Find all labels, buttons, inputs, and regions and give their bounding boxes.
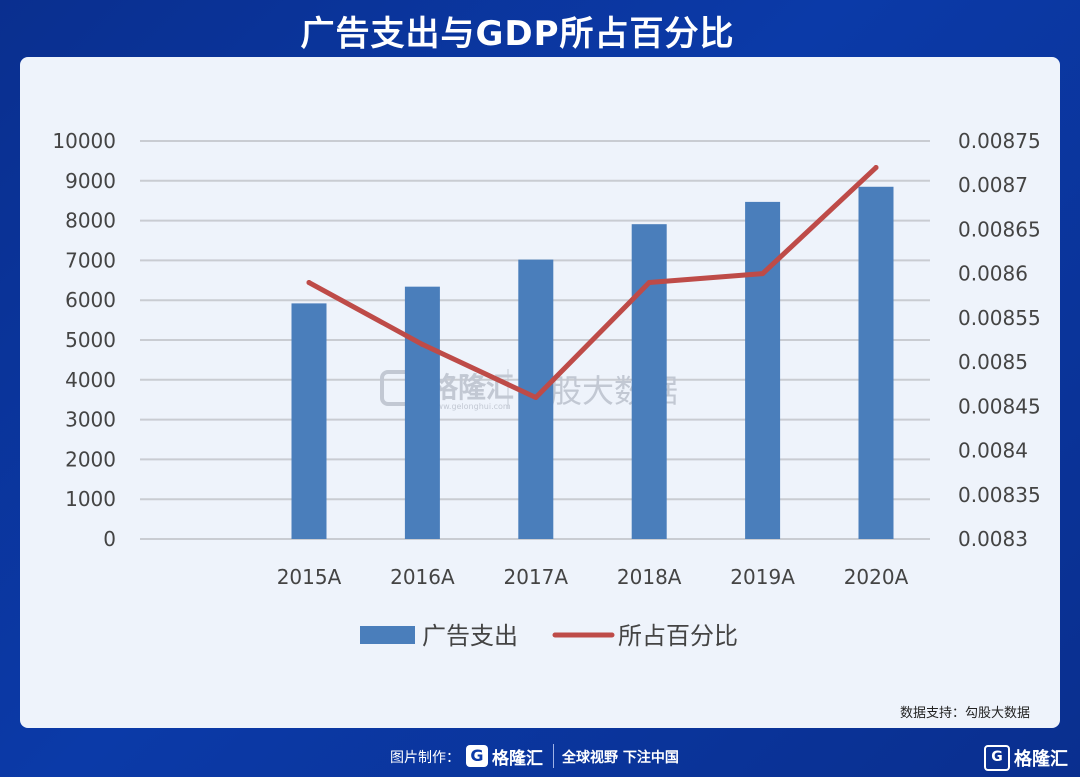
data-source-label: 数据支持：勾股大数据 (899, 706, 1030, 721)
y-right-tick-label: 0.0087 (958, 173, 1028, 197)
y-right-tick-label: 0.0084 (958, 439, 1028, 463)
footer-logo: G 格隆汇 (466, 742, 548, 770)
line-point (419, 341, 425, 347)
y-right-tick-label: 0.00875 (958, 129, 1041, 153)
y-right-tick-label: 0.00865 (958, 217, 1041, 241)
legend-label-line: 所占百分比 (618, 622, 738, 650)
y-left-tick-label: 10000 (52, 129, 116, 153)
chart-title: 广告支出与GDP所占百分比 (300, 14, 735, 54)
corner-logo-text: 格隆汇 (1014, 749, 1068, 770)
y-left-tick-label: 7000 (65, 248, 116, 272)
y-right-tick-label: 0.00845 (958, 394, 1041, 418)
legend-swatch-bar (360, 626, 415, 644)
x-tick-label: 2020A (844, 565, 909, 589)
x-tick-label: 2016A (390, 565, 455, 589)
bar (745, 201, 781, 540)
y-left-tick-label: 3000 (65, 408, 116, 432)
y-left-tick-label: 1000 (65, 487, 116, 511)
y-left-tick-label: 9000 (65, 169, 116, 193)
footer-credit: 图片制作： (390, 750, 460, 766)
y-left-tick-label: 5000 (65, 328, 116, 352)
y-right-tick-label: 0.00835 (958, 483, 1041, 507)
gelonghui-corner-icon: G (984, 745, 1010, 771)
x-tick-label: 2019A (730, 565, 795, 589)
x-tick-label: 2018A (617, 565, 682, 589)
watermark-brand: 格隆汇 (430, 371, 514, 404)
footer-divider (553, 744, 554, 768)
chart-svg: 0 1000 2000 3000 4000 5000 6000 7000 8000 9000 100… (52, 129, 1041, 650)
y-right-tick-label: 0.0086 (958, 262, 1028, 286)
y-left-tick-label: 6000 (65, 288, 116, 312)
line-series (306, 165, 879, 400)
bar (631, 224, 667, 539)
y-left-tick-label: 8000 (65, 209, 116, 233)
y-left-tick-label: 4000 (65, 368, 116, 392)
corner-logo: G 格隆汇 (984, 745, 1068, 771)
line-point (760, 271, 766, 277)
gelonghui-logo-icon: G (466, 745, 488, 767)
bar (858, 186, 894, 539)
y-left-tick-label: 0 (103, 527, 116, 551)
y-right-tick-label: 0.0083 (958, 527, 1028, 551)
line-point (873, 165, 879, 171)
x-tick-label: 2015A (277, 565, 342, 589)
watermark-url: www.gelonghui.com (430, 402, 511, 411)
x-tick-label: 2017A (504, 565, 569, 589)
line-point (533, 394, 539, 400)
y-right-tick-label: 0.0085 (958, 350, 1028, 374)
legend-label-bar: 广告支出 (422, 622, 518, 650)
y-right-tick-label: 0.00855 (958, 306, 1041, 330)
bar (404, 286, 440, 539)
bar (291, 303, 327, 539)
line-point (646, 280, 652, 286)
footer-slogan: 全球视野 下注中国 (562, 750, 679, 766)
y-left-tick-label: 2000 (65, 447, 116, 471)
chart-card: 0 1000 2000 3000 4000 5000 6000 7000 8000 9000 100… (20, 57, 1060, 728)
line-point (306, 280, 312, 286)
footer-bar: 图片制作： G 格隆汇 全球视野 下注中国 (0, 738, 1080, 774)
footer-logo-text: 格隆汇 (492, 748, 543, 769)
